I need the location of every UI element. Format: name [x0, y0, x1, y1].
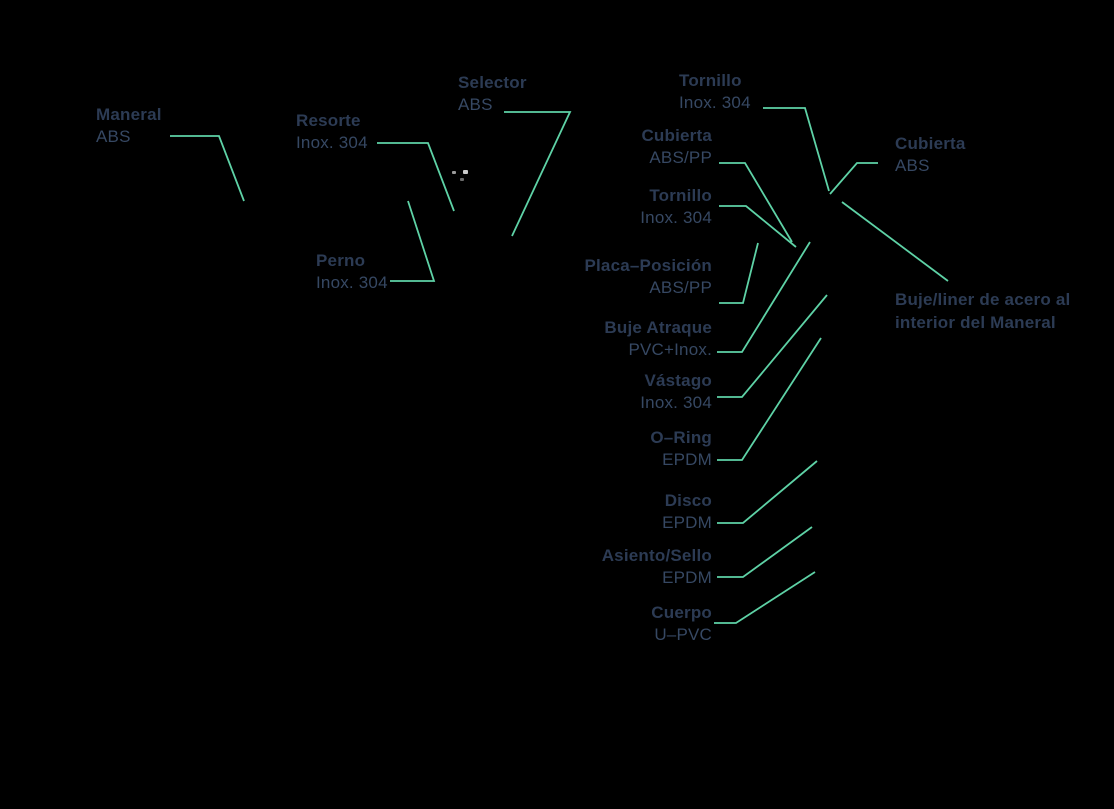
- leader-line-maneral: [170, 135, 245, 202]
- leader-line-vastago: [717, 294, 828, 398]
- part-label-placa-posicion: Placa–Posición ABS/PP: [584, 255, 712, 299]
- part-name: Perno: [316, 251, 366, 270]
- part-material: EPDM: [662, 450, 712, 469]
- part-material: Inox. 304: [296, 133, 368, 152]
- leader-line-perno: [390, 200, 436, 282]
- part-label-tornillo-1: Tornillo Inox. 304: [679, 70, 751, 114]
- part-name: Cuerpo: [651, 603, 712, 622]
- part-label-asiento-sello: Asiento/Sello EPDM: [602, 545, 712, 589]
- part-material: Inox. 304: [640, 208, 712, 227]
- part-name: Cubierta: [641, 126, 712, 145]
- part-label-buje-liner: Buje/liner de acero al interior del Mane…: [895, 288, 1070, 334]
- part-label-disco: Disco EPDM: [662, 490, 712, 534]
- part-material: ABS/PP: [649, 148, 712, 167]
- part-name: Resorte: [296, 111, 361, 130]
- part-label-buje-atraque: Buje Atraque PVC+Inox.: [604, 317, 712, 361]
- part-label-o-ring: O–Ring EPDM: [650, 427, 712, 471]
- part-label-resorte: Resorte Inox. 304: [296, 110, 368, 154]
- part-label-cubierta-abs: Cubierta ABS: [895, 133, 966, 177]
- leader-line-tornillo-2: [719, 205, 797, 248]
- part-name: Buje/liner de acero al: [895, 290, 1071, 309]
- part-material: PVC+Inox.: [628, 340, 712, 359]
- leader-line-cubierta-abspp: [719, 162, 793, 243]
- part-name: Cubierta: [895, 134, 966, 153]
- part-name: Placa–Posición: [584, 256, 712, 275]
- leader-line-resorte: [377, 142, 455, 212]
- leader-line-cuerpo: [714, 571, 816, 624]
- leader-line-disco: [717, 460, 818, 524]
- part-material: Inox. 304: [679, 93, 751, 112]
- part-label-cubierta-abspp: Cubierta ABS/PP: [641, 125, 712, 169]
- part-material: ABS/PP: [649, 278, 712, 297]
- part-name: Tornillo: [649, 186, 712, 205]
- part-label-selector: Selector ABS: [458, 72, 527, 116]
- part-material: ABS: [96, 127, 131, 146]
- leader-line-selector: [504, 111, 572, 237]
- part-material: U–PVC: [654, 625, 712, 644]
- part-name: O–Ring: [650, 428, 712, 447]
- part-name: Buje Atraque: [604, 318, 712, 337]
- part-label-vastago: Vástago Inox. 304: [640, 370, 712, 414]
- leader-line-o-ring: [717, 337, 822, 461]
- part-label-perno: Perno Inox. 304: [316, 250, 388, 294]
- leader-line-buje-liner: [841, 201, 949, 282]
- part-name-line2: interior del Maneral: [895, 313, 1056, 332]
- part-name: Selector: [458, 73, 527, 92]
- part-name: Maneral: [96, 105, 162, 124]
- photo-highlight-speck: [452, 171, 456, 174]
- part-name: Disco: [664, 491, 712, 510]
- part-label-tornillo-2: Tornillo Inox. 304: [640, 185, 712, 229]
- part-material: Inox. 304: [316, 273, 388, 292]
- part-name: Asiento/Sello: [601, 546, 712, 565]
- part-label-maneral: Maneral ABS: [96, 104, 162, 148]
- part-label-cuerpo: Cuerpo U–PVC: [651, 602, 712, 646]
- part-name: Vástago: [644, 371, 712, 390]
- part-material: Inox. 304: [640, 393, 712, 412]
- part-material: ABS: [458, 95, 493, 114]
- photo-highlight-speck: [460, 178, 464, 181]
- leader-line-placa-posicion: [719, 242, 759, 304]
- leader-line-asiento-sello: [717, 526, 813, 578]
- part-material: ABS: [895, 156, 930, 175]
- leader-line-tornillo-1: [763, 107, 830, 192]
- leader-line-cubierta-abs: [829, 162, 878, 195]
- part-material: EPDM: [662, 513, 712, 532]
- leader-line-buje-atraque: [717, 241, 811, 353]
- photo-highlight-speck: [463, 170, 468, 174]
- part-name: Tornillo: [679, 71, 742, 90]
- part-material: EPDM: [662, 568, 712, 587]
